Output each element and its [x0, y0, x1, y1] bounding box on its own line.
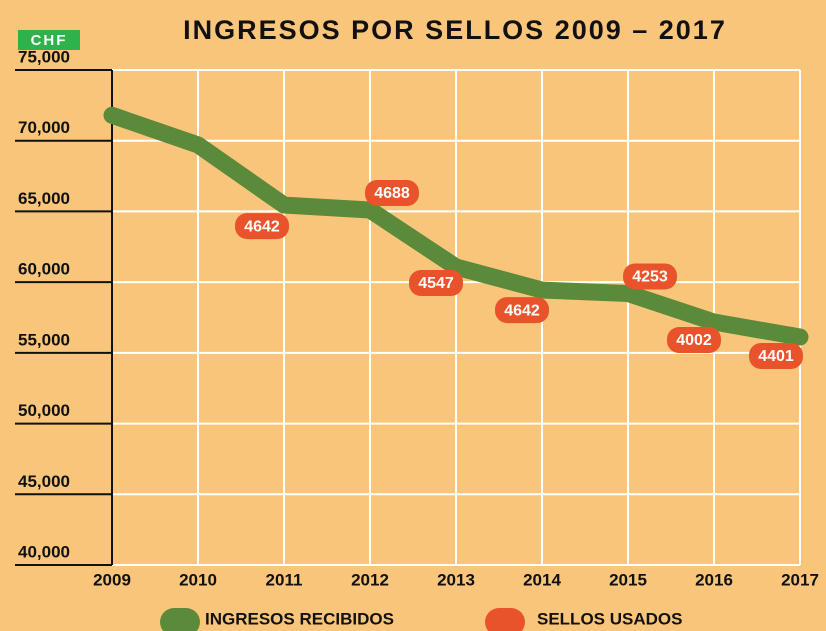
legend-label: INGRESOS RECIBIDOS	[205, 609, 394, 628]
legend-swatch	[485, 608, 525, 631]
data-label: 4401	[758, 348, 794, 365]
x-tick-label: 2009	[93, 570, 131, 589]
x-tick-label: 2017	[781, 570, 819, 589]
data-label: 4642	[504, 302, 540, 319]
unit-label: CHF	[31, 32, 68, 49]
y-tick-label: 40,000	[18, 542, 70, 561]
x-tick-label: 2013	[437, 570, 475, 589]
data-label: 4642	[244, 218, 280, 235]
data-label-badge	[495, 297, 549, 324]
x-tick-label: 2011	[266, 570, 303, 589]
data-label-badge	[235, 213, 289, 240]
x-tick-label: 2014	[523, 570, 561, 589]
legend-label: SELLOS USADOS	[537, 609, 682, 628]
y-tick-label: 65,000	[18, 189, 70, 208]
y-tick-label: 75,000	[18, 47, 70, 66]
line	[103, 106, 809, 346]
x-tick-label: 2016	[695, 570, 733, 589]
data-label-badge	[749, 343, 803, 370]
y-tick-label: 60,000	[18, 260, 70, 279]
x-tick-label: 2010	[179, 570, 217, 589]
legend-swatch	[160, 608, 200, 631]
y-tick-label: 55,000	[18, 330, 70, 349]
data-label: 4253	[632, 269, 668, 286]
data-label: 4688	[374, 185, 410, 202]
data-label-badge	[409, 270, 463, 297]
chart-title: INGRESOS POR SELLOS 2009 – 2017	[183, 15, 727, 45]
data-label-badge	[623, 263, 677, 290]
x-tick-label: 2012	[351, 570, 389, 589]
data-label-badge	[365, 180, 419, 207]
unit-badge	[18, 30, 80, 50]
y-tick-label: 45,000	[18, 472, 70, 491]
x-tick-label: 2015	[609, 570, 647, 589]
data-label: 4547	[418, 275, 454, 292]
data-label-badge	[667, 327, 721, 354]
y-tick-label: 50,000	[18, 401, 70, 420]
y-tick-label: 70,000	[18, 118, 70, 137]
data-label: 4002	[676, 332, 712, 349]
